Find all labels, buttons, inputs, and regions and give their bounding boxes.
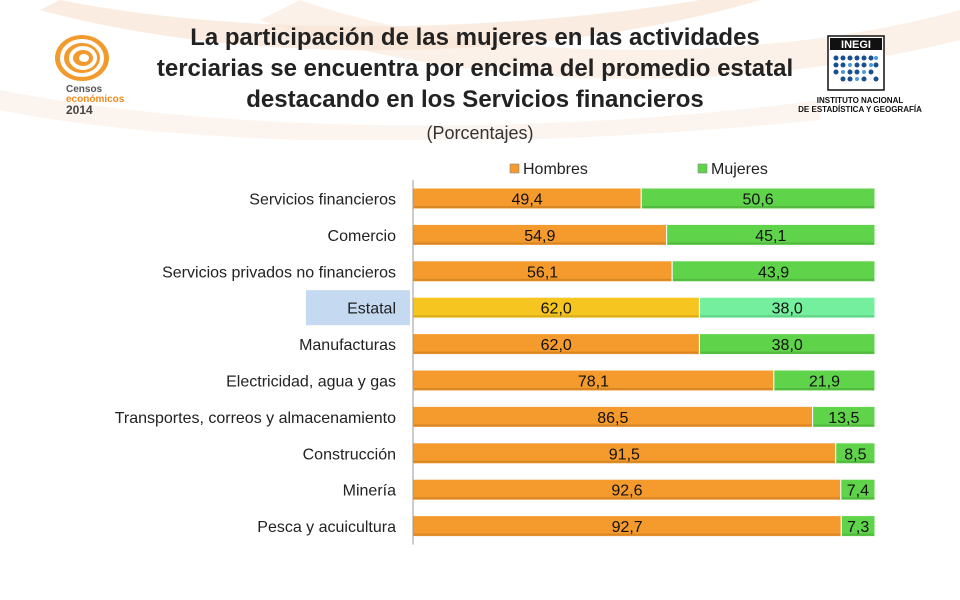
censos-economicos-logo: Censos económicos 2014 [52,32,124,122]
legend-label-mujeres: Mujeres [711,161,768,178]
value-label-hombres: 62,0 [541,301,572,318]
category-label: Estatal [347,301,396,318]
value-label-mujeres: 7,4 [847,483,869,500]
legend-swatch-mujeres [697,163,708,174]
bar-shade [414,424,812,427]
bar-shade [414,533,841,536]
bar-shade [414,206,641,208]
category-label: Construcción [303,446,396,463]
value-label-hombres: 62,0 [541,337,572,354]
bar-mujeres [671,260,876,283]
bar-shade [836,460,874,463]
bar-shade [414,242,666,245]
bar-mujeres [666,223,876,246]
highlight-band-estatal [306,290,410,326]
bars-group: 49,4 50,6 54,9 45,1 56,1 43,9 62,0 38,0 62,0 38,0… [412,187,876,538]
bar-shade [774,388,874,390]
bar-shade [414,315,699,318]
value-label-hombres: 92,7 [612,519,643,536]
category-labels-group: Servicios financieros Comercio Servicios p… [115,192,396,537]
inegi-logo: INEGI INSTITUTO NACIONAL DE ESTADÍSTICA … [790,34,930,118]
header-background-swoosh [0,0,960,140]
category-label: Electricidad, agua y gas [226,374,396,391]
category-label: Comercio [328,228,397,245]
value-label-mujeres: 45,1 [755,228,786,245]
category-label: Servicios financieros [249,192,396,209]
bar-shade [414,497,840,500]
censos-spiral-icon [55,35,109,81]
value-label-hombres: 54,9 [524,228,555,245]
bar-mujeres [840,478,876,501]
bar-shade [673,278,874,281]
inegi-name-text: INEGI [841,39,871,51]
bar-mujeres [840,515,876,538]
bar-shade [667,242,874,245]
category-label: Servicios privados no financieros [162,264,396,281]
value-label-mujeres: 21,9 [809,374,840,391]
bar-shade [414,351,699,354]
category-label: Minería [343,483,396,500]
value-label-mujeres: 43,9 [758,264,789,281]
bar-mujeres [698,333,876,356]
value-label-hombres: 86,5 [597,410,628,427]
logo-line-economicos: económicos [66,94,125,105]
chart-legend: Hombres Mujeres [509,161,768,178]
legend-label-hombres: Hombres [523,161,588,178]
bar-mujeres [640,187,876,210]
title-line-1: La participación de las mujeres en las a… [190,24,760,51]
page-title: La participación de las mujeres en las a… [110,22,840,115]
highlight-group [306,290,410,326]
bar-shade [841,497,874,500]
inegi-line-2: DE ESTADÍSTICA Y GEOGRAFÍA [798,105,922,114]
value-label-mujeres: 13,5 [828,410,859,427]
bar-shade [414,278,672,281]
bar-shade [813,424,874,427]
bar-shade [842,533,874,536]
bar-mujeres [698,296,876,319]
value-label-hombres: 78,1 [578,374,609,391]
category-label: Transportes, correos y almacenamiento [115,410,396,427]
value-label-mujeres: 38,0 [772,337,803,354]
legend-swatch-hombres [509,163,520,174]
inegi-line-1: INSTITUTO NACIONAL [816,96,904,105]
value-label-mujeres: 50,6 [743,192,774,209]
title-line-2: terciarias se encuentra por encima del p… [156,55,794,82]
category-label: Pesca y acuicultura [257,519,396,536]
value-label-hombres: 49,4 [512,192,543,209]
chart-subtitle: (Porcentajes) [426,123,534,143]
bar-shade [414,388,773,390]
inegi-emblem-icon: INEGI [827,35,885,91]
bar-shade [414,460,835,463]
bar-shade [642,206,874,208]
stacked-bar-chart: Hombres Mujeres 49,4 50,6 54,9 45,1 56,1 43,9 6… [115,161,876,545]
bar-shade [700,315,874,318]
value-label-mujeres: 7,3 [847,519,869,536]
logo-line-year: 2014 [66,103,93,117]
title-line-3: destacando en los Servicios financieros [246,86,704,113]
category-label: Manufacturas [299,337,396,354]
bar-mujeres [773,369,876,392]
logo-line-censos: Censos [66,84,103,95]
bar-mujeres [835,442,876,465]
value-label-hombres: 92,6 [611,483,642,500]
value-label-mujeres: 38,0 [772,301,803,318]
bar-shade [700,351,874,354]
bar-mujeres [812,405,876,428]
value-label-hombres: 91,5 [609,446,640,463]
value-label-hombres: 56,1 [527,264,558,281]
value-label-mujeres: 8,5 [844,446,866,463]
